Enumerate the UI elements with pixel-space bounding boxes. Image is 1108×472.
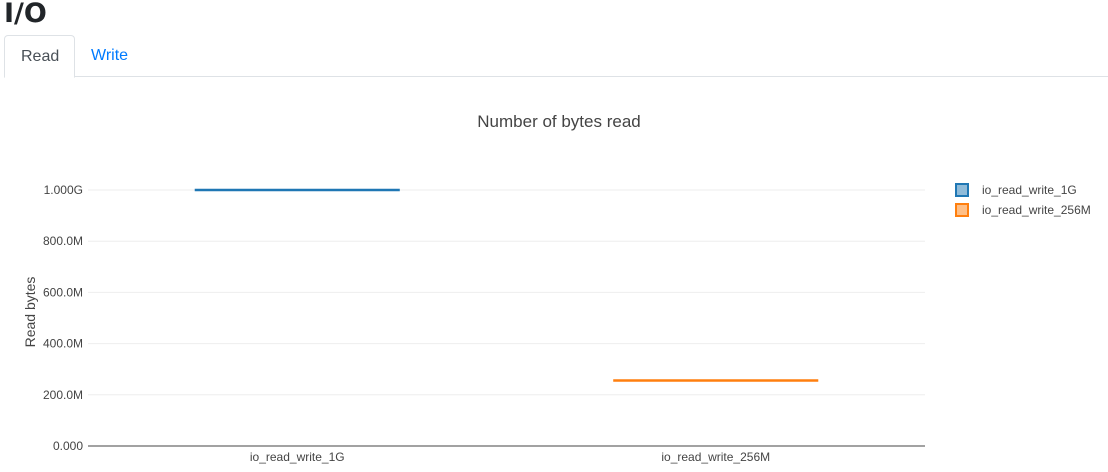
legend-label: io_read_write_256M — [982, 203, 1091, 217]
x-tick-label: io_read_write_1G — [250, 450, 345, 464]
legend-swatch — [955, 183, 969, 197]
y-tick-label: 0.000 — [53, 439, 83, 453]
tab-write[interactable]: Write — [91, 47, 129, 64]
page-title: I/O — [4, 0, 47, 29]
chart-title: Number of bytes read — [477, 112, 640, 131]
y-tick-label: 200.0M — [43, 388, 83, 402]
y-tick-label: 600.0M — [43, 285, 83, 299]
tab-read[interactable]: Read — [4, 35, 75, 78]
x-tick-label: io_read_write_256M — [661, 450, 770, 464]
legend-swatch — [955, 203, 969, 217]
legend-label: io_read_write_1G — [982, 183, 1077, 197]
y-tick-label: 800.0M — [43, 234, 83, 248]
y-tick-label: 400.0M — [43, 337, 83, 351]
y-axis-label: Read bytes — [22, 277, 38, 348]
y-tick-label: 1.000G — [44, 183, 83, 197]
tab-bar: Read Write — [4, 35, 1108, 78]
